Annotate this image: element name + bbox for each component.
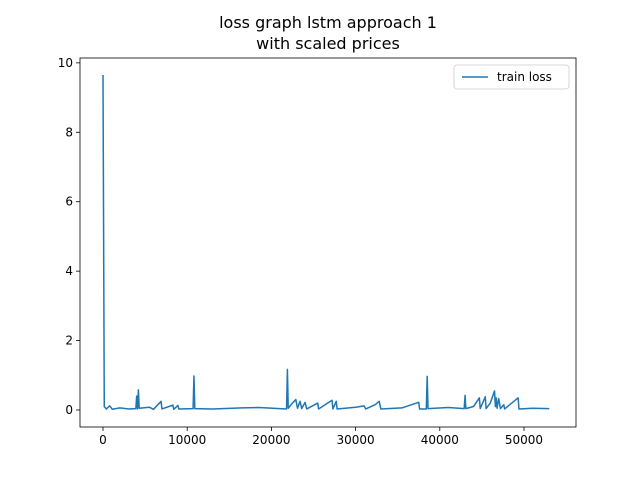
- x-tick-label: 0: [99, 433, 107, 447]
- chart-subtitle: with scaled prices: [256, 34, 400, 53]
- y-tick-label: 0: [65, 403, 73, 417]
- x-tick-label: 50000: [505, 433, 543, 447]
- y-tick-label: 2: [65, 334, 73, 348]
- x-tick-label: 40000: [421, 433, 459, 447]
- y-tick-label: 8: [65, 125, 73, 139]
- legend-label: train loss: [497, 70, 552, 84]
- x-tick-label: 30000: [337, 433, 375, 447]
- legend-box: [453, 64, 570, 90]
- axes-frame: [79, 57, 577, 428]
- y-tick-label: 6: [65, 195, 73, 209]
- y-tick-label: 10: [58, 56, 73, 70]
- y-tick-label: 4: [65, 264, 73, 278]
- line-series: [102, 75, 550, 411]
- x-tick-label: 10000: [168, 433, 206, 447]
- x-tick-label: 20000: [252, 433, 290, 447]
- chart-title: loss graph lstm approach 1: [219, 13, 437, 32]
